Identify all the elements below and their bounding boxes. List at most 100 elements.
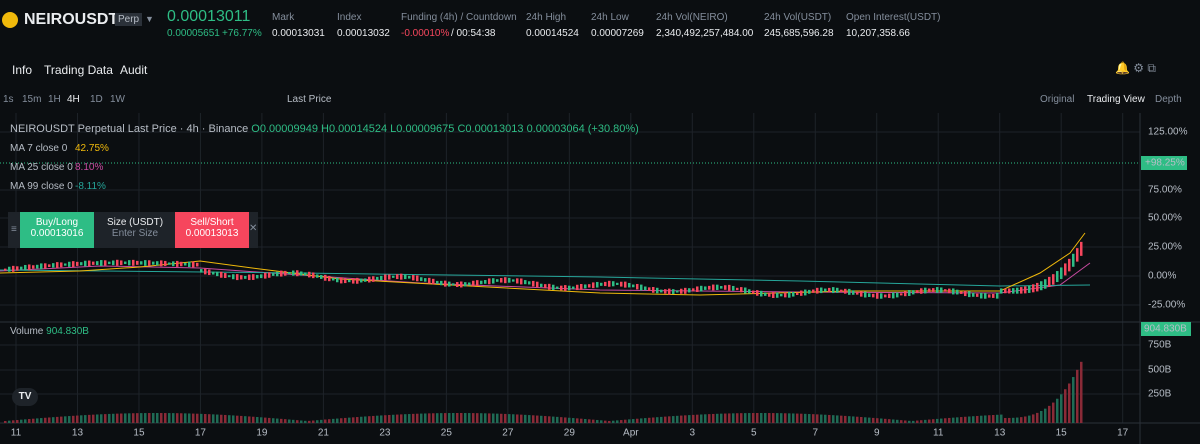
- candle: [896, 292, 899, 298]
- interval[interactable]: 4H: [67, 94, 80, 105]
- volume-bar: [512, 414, 515, 423]
- volume-bar: [816, 414, 819, 423]
- candle: [36, 264, 39, 269]
- price-type[interactable]: Last Price: [287, 94, 332, 105]
- volume-bar: [592, 419, 595, 423]
- candle: [780, 293, 783, 297]
- dropdown[interactable]: ▼: [145, 14, 154, 24]
- volume-bar: [148, 413, 151, 423]
- tab[interactable]: Info: [12, 63, 33, 77]
- candle: [668, 288, 671, 295]
- sell-button[interactable]: Sell/Short 0.00013013: [175, 212, 249, 248]
- candle: [772, 292, 775, 298]
- open: O0.00009949: [251, 123, 318, 135]
- volume-bar: [764, 413, 767, 423]
- interval[interactable]: 1W: [110, 94, 125, 105]
- volume-bar: [256, 417, 259, 423]
- interval[interactable]: 1D: [90, 94, 103, 105]
- candle: [148, 260, 151, 266]
- close-widget[interactable]: ✕: [249, 223, 258, 234]
- candle: [616, 282, 619, 285]
- candle: [292, 270, 295, 276]
- volume-bar: [784, 413, 787, 423]
- volume-bar: [748, 413, 751, 423]
- volume-bar: [520, 414, 523, 423]
- volume-bar: [564, 417, 567, 423]
- volume-tick: 750B: [1148, 340, 1172, 351]
- candle: [412, 275, 415, 281]
- candle: [692, 288, 695, 292]
- view-tab[interactable]: Depth: [1155, 94, 1182, 105]
- volume-bar: [892, 419, 895, 423]
- candle: [732, 285, 735, 291]
- volume-bar: [316, 420, 319, 423]
- volume-bar: [940, 418, 943, 423]
- candle: [828, 287, 831, 293]
- volume-bar: [936, 418, 939, 423]
- candle: [448, 281, 451, 287]
- candle: [184, 262, 187, 266]
- volume-bar: [60, 416, 63, 423]
- candle: [544, 284, 547, 289]
- tab[interactable]: Audit: [120, 63, 148, 77]
- volume-bar: [312, 420, 315, 423]
- size-input[interactable]: Size (USDT) Enter Size: [96, 212, 174, 248]
- volume-bar: [528, 415, 531, 423]
- volume-bar: [228, 415, 231, 423]
- volume-bar: [440, 413, 443, 423]
- candle: [224, 273, 227, 279]
- stat-label: Funding (4h) / Countdown: [401, 12, 517, 23]
- tv-logo: TV: [12, 388, 38, 406]
- candle: [372, 276, 375, 282]
- candle: [336, 277, 339, 283]
- chart: 125.00% 75.00% 50.00% 25.00% 0.00% -25.00% +98…: [0, 113, 1200, 444]
- ma99: [0, 269, 1091, 287]
- volume-bar: [908, 420, 911, 423]
- volume-label: Volume: [10, 326, 44, 337]
- volume-bar: [580, 418, 583, 423]
- volume-bar: [840, 415, 843, 423]
- volume-bar: [672, 416, 675, 423]
- candle: [860, 291, 863, 297]
- volume-bar: [272, 418, 275, 423]
- volume-bar: [460, 413, 463, 423]
- volume-bar: [1016, 417, 1019, 423]
- volume-bar: [960, 417, 963, 423]
- tab[interactable]: Trading Data: [44, 63, 113, 77]
- candle: [812, 289, 815, 293]
- candle: [264, 272, 267, 279]
- volume-bar: [688, 415, 691, 423]
- stat-value: 0.00007269: [591, 28, 644, 39]
- volume-bar: [540, 415, 543, 423]
- volume-bar: [260, 417, 263, 423]
- candle: [464, 282, 467, 287]
- candle: [920, 288, 923, 294]
- volume-bar: [656, 417, 659, 423]
- volume-bar: [224, 414, 227, 423]
- volume-bar: [172, 413, 175, 423]
- buy-button[interactable]: Buy/Long 0.00013016: [20, 212, 94, 248]
- volume-bar: [676, 415, 679, 423]
- view-tab[interactable]: Original: [1040, 94, 1075, 105]
- interval[interactable]: 1H: [48, 94, 61, 105]
- candle: [528, 281, 531, 285]
- interval[interactable]: 1s: [3, 94, 14, 105]
- volume-bar: [32, 418, 35, 423]
- candle: [112, 260, 115, 266]
- candle: [452, 283, 455, 286]
- volume-bar: [780, 413, 783, 423]
- candle: [832, 287, 835, 294]
- volume-bar: [620, 420, 623, 423]
- volume-bar: [1064, 389, 1067, 423]
- candle: [916, 290, 919, 294]
- symbol[interactable]: NEIROUSDT: [24, 11, 119, 28]
- candle: [244, 275, 247, 279]
- volume-bar: [140, 413, 143, 423]
- volume-bar: [740, 413, 743, 423]
- volume-bar: [28, 419, 31, 423]
- x-tick: Apr: [623, 428, 639, 439]
- candle: [988, 294, 991, 298]
- interval[interactable]: 15m: [22, 94, 42, 105]
- icons[interactable]: 🔔 ⚙ ⧉: [1115, 61, 1156, 75]
- view-tab[interactable]: Trading View: [1087, 94, 1145, 105]
